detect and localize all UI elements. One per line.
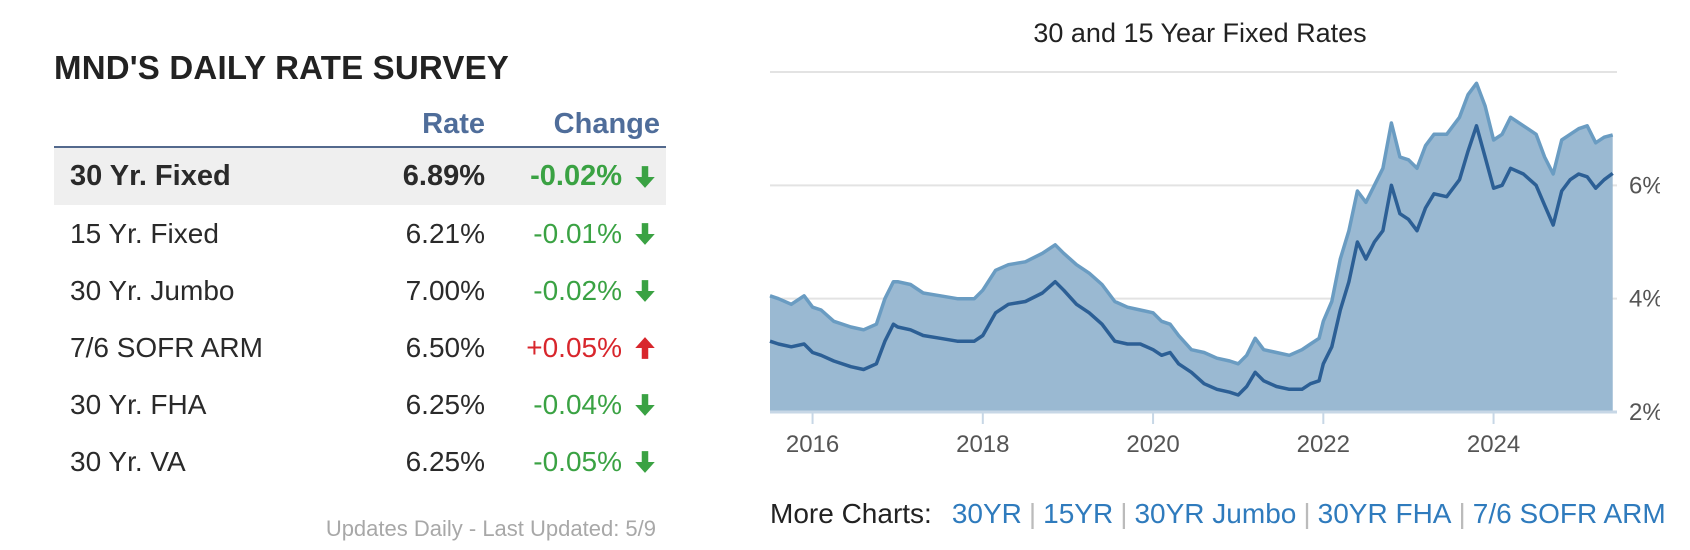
rate-row-30-yr-fixed[interactable]: 30 Yr. Fixed 6.89% -0.02% [54,148,666,205]
change-value: -0.01% [533,218,622,249]
rate-value: 6.50% [405,332,485,363]
rate-table: 30 Yr. Fixed 6.89% -0.02% 15 Yr. Fixed 6.21%… [54,148,666,490]
link-separator: | [1120,498,1128,529]
change-column-header: Change [553,108,660,140]
y-tick-label: 6% [1629,172,1660,199]
rate-row-30-yr-fha[interactable]: 30 Yr. FHA 6.25% -0.04% [54,376,666,433]
rate-value: 7.00% [405,275,485,306]
x-tick-label: 2024 [1467,431,1520,458]
more-charts-label: More Charts: [770,498,932,529]
rate-row-30-yr-jumbo[interactable]: 30 Yr. Jumbo 7.00% -0.02% [54,262,666,319]
x-tick-label: 2020 [1126,431,1179,458]
rate-row-15-yr-fixed[interactable]: 15 Yr. Fixed 6.21% -0.01% [54,205,666,262]
chart-link-30yr[interactable]: 30YR [951,498,1022,529]
y-tick-label: 2% [1629,399,1660,426]
chart-link-30yr-fha[interactable]: 30YR FHA [1317,498,1452,529]
series-line-2 [769,124,1614,397]
rates-chart: 2016 2018 2020 2022 2024 2% 4% 6% [769,71,1660,458]
change-value: +0.05% [526,332,622,363]
change-value: -0.05% [533,446,622,477]
header-divider [54,146,666,148]
daily-rate-survey: MND'S DAILY RATE SURVEY Rate Change 30 Y… [54,48,666,542]
product-name: 30 Yr. FHA [70,389,207,420]
rate-value: 6.89% [402,160,485,192]
change-value: -0.02% [530,160,622,192]
rate-row-7-6-sofr-arm[interactable]: 7/6 SOFR ARM 6.50% +0.05% [54,319,666,376]
x-tick-label: 2016 [786,431,839,458]
more-charts: More Charts: 30YR | 15YR | 30YR Jumbo | 30YR FH… [770,498,1666,530]
link-separator: | [1028,498,1037,529]
change-value: -0.04% [533,389,622,420]
rate-column-header: Rate [422,108,485,140]
product-name: 15 Yr. Fixed [70,218,219,249]
series-area [770,83,1613,413]
series-line-1 [769,81,1614,366]
more-charts-links: 30YR | 15YR | 30YR Jumbo | 30YR FHA | 7/6 SOFR A… [952,498,1666,529]
link-separator: | [1458,498,1466,529]
x-tick-label: 2018 [956,431,1009,458]
product-name: 30 Yr. VA [70,446,186,477]
chart-title: 30 and 15 Year Fixed Rates [1033,18,1367,48]
last-updated: Updates Daily - Last Updated: 5/9 [325,516,656,541]
arrow-down-icon [635,223,655,245]
chart-link-15yr[interactable]: 15YR [1043,498,1114,529]
arrow-down-icon [635,280,655,302]
link-separator: | [1303,498,1311,529]
y-tick-label: 4% [1629,286,1660,313]
arrow-down-icon [635,451,655,473]
product-name: 7/6 SOFR ARM [70,332,263,363]
arrow-up-icon [635,337,655,359]
change-value: -0.02% [533,275,622,306]
x-tick-label: 2022 [1297,431,1350,458]
table-header: Rate Change [54,100,666,146]
rate-value: 6.25% [405,446,485,477]
arrow-down-icon [635,394,655,416]
product-name: 30 Yr. Fixed [70,160,231,192]
chart-link-30yr-jumbo[interactable]: 30YR Jumbo [1134,498,1297,529]
arrow-down-icon [635,166,655,188]
survey-title: MND'S DAILY RATE SURVEY [54,49,509,86]
chart-link-7-6-sofr-arm[interactable]: 7/6 SOFR ARM [1472,498,1666,529]
rate-row-30-yr-va[interactable]: 30 Yr. VA 6.25% -0.05% [54,433,666,490]
rate-value: 6.21% [405,218,485,249]
rate-value: 6.25% [405,389,485,420]
product-name: 30 Yr. Jumbo [70,275,235,306]
